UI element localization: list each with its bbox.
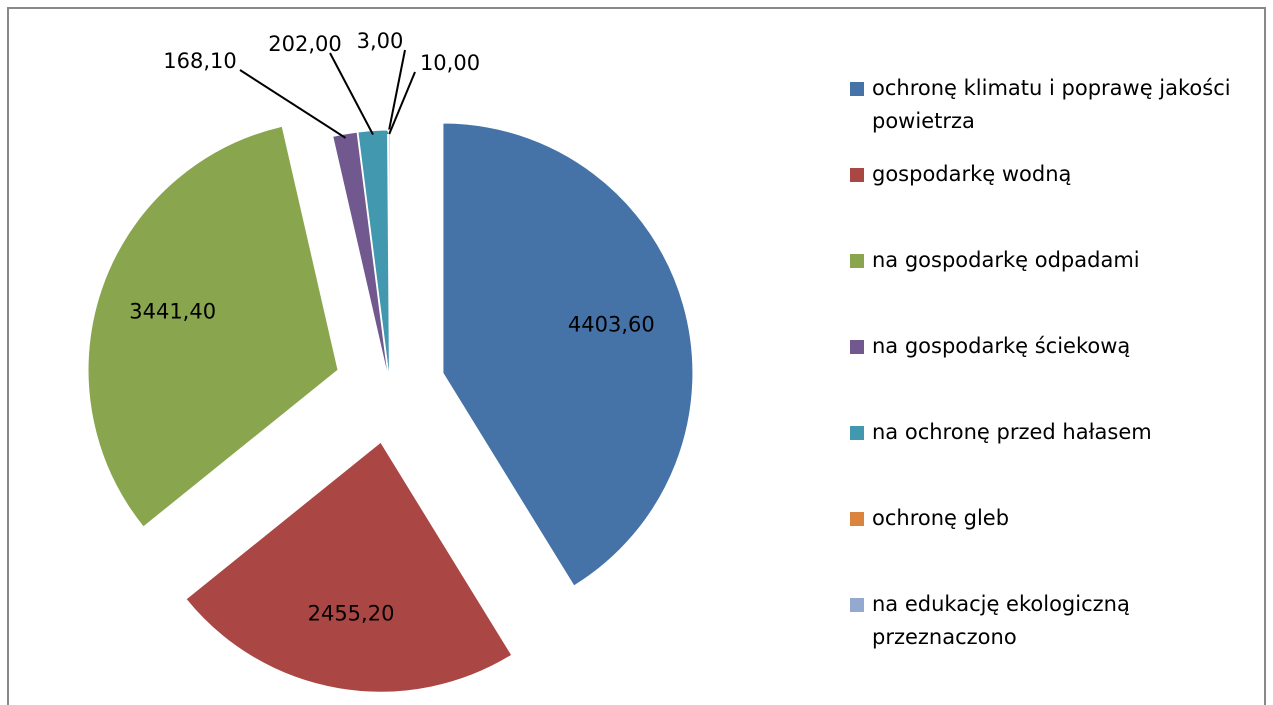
legend-label: ochronę gleb xyxy=(872,506,1010,530)
data-label: 202,00 xyxy=(268,32,341,56)
pie-slice xyxy=(332,131,390,381)
leader-line xyxy=(329,52,374,136)
legend-label: na edukację ekologiczną przeznaczono xyxy=(872,592,1130,649)
legend-swatch xyxy=(850,340,864,354)
legend-item: na edukację ekologiczną przeznaczono xyxy=(848,588,1248,674)
pie-slice xyxy=(442,122,694,587)
legend: ochronę klimatu i poprawę jakości powiet… xyxy=(848,72,1248,674)
legend-swatch xyxy=(850,168,864,182)
legend-label: na gospodarkę odpadami xyxy=(872,248,1140,272)
legend-item: ochronę klimatu i poprawę jakości powiet… xyxy=(848,72,1248,158)
legend-swatch xyxy=(850,598,864,612)
legend-swatch xyxy=(850,512,864,526)
leader-line xyxy=(388,71,416,135)
leader-line xyxy=(387,49,406,135)
legend-label: ochronę klimatu i poprawę jakości powiet… xyxy=(872,76,1231,133)
data-label: 10,00 xyxy=(420,51,480,75)
frame xyxy=(7,7,1266,705)
data-label: 2455,20 xyxy=(308,602,395,626)
legend-swatch xyxy=(850,426,864,440)
legend-item: gospodarkę wodną xyxy=(848,158,1248,244)
legend-label: na gospodarkę ściekową xyxy=(872,334,1131,358)
legend-item: ochronę gleb xyxy=(848,502,1248,588)
legend-label: na ochronę przed hałasem xyxy=(872,420,1152,444)
data-label: 3441,40 xyxy=(129,300,216,324)
data-label: 4403,60 xyxy=(568,312,655,336)
legend-swatch xyxy=(850,82,864,96)
leader-line xyxy=(239,69,347,139)
legend-item: na ochronę przed hałasem xyxy=(848,416,1248,502)
data-label: 168,10 xyxy=(163,49,236,73)
legend-item: na gospodarkę ściekową xyxy=(848,330,1248,416)
pie-slice xyxy=(185,441,513,693)
legend-item: na gospodarkę odpadami xyxy=(848,244,1248,330)
pie-slice xyxy=(87,125,339,528)
data-label: 3,00 xyxy=(357,29,404,53)
legend-label: gospodarkę wodną xyxy=(872,162,1072,186)
legend-swatch xyxy=(850,254,864,268)
